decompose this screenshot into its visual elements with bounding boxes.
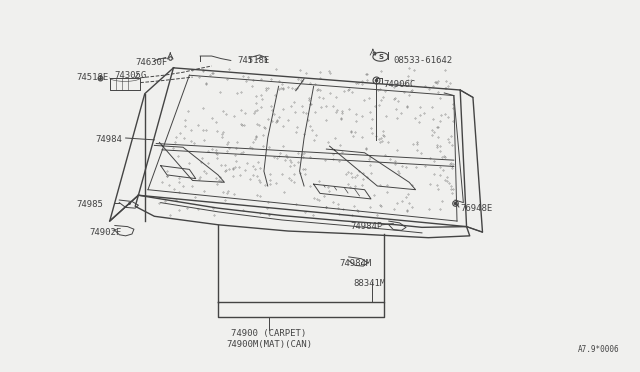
Text: 74984P: 74984P xyxy=(351,222,383,231)
Text: 08533-61642: 08533-61642 xyxy=(394,56,452,65)
Text: 74900M(MAT)(CAN): 74900M(MAT)(CAN) xyxy=(226,340,312,349)
Text: 74900 (CARPET): 74900 (CARPET) xyxy=(232,329,307,338)
Text: 74984M: 74984M xyxy=(339,259,371,268)
Text: 74902F: 74902F xyxy=(90,228,122,237)
Text: 88341M: 88341M xyxy=(353,279,385,288)
Text: 74984: 74984 xyxy=(96,135,123,144)
Text: 74518E: 74518E xyxy=(237,56,269,65)
Text: 76948E: 76948E xyxy=(460,203,492,213)
Text: 74630F: 74630F xyxy=(135,58,168,67)
Text: 74985: 74985 xyxy=(77,200,104,209)
Text: 74305G: 74305G xyxy=(115,71,147,80)
Text: 74518E: 74518E xyxy=(77,73,109,81)
Text: A7.9*0006: A7.9*0006 xyxy=(578,345,620,354)
Text: 74906C: 74906C xyxy=(384,80,416,89)
Text: S: S xyxy=(378,54,383,60)
